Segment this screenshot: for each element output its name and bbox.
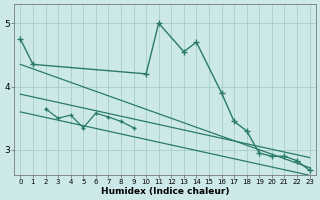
X-axis label: Humidex (Indice chaleur): Humidex (Indice chaleur) (101, 187, 229, 196)
